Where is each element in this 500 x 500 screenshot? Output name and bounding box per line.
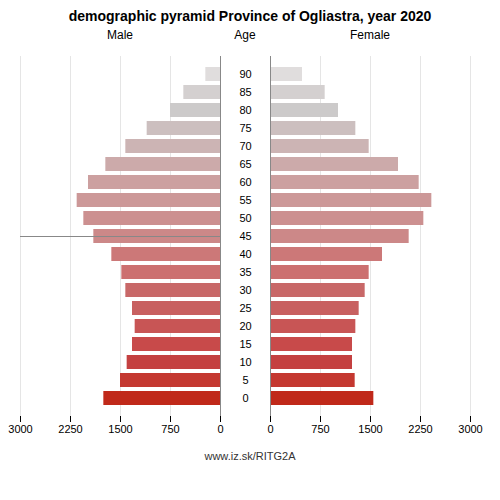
svg-text:40: 40 xyxy=(239,248,251,260)
svg-text:35: 35 xyxy=(239,266,251,278)
svg-text:90: 90 xyxy=(239,68,251,80)
svg-text:55: 55 xyxy=(239,194,251,206)
svg-text:2250: 2250 xyxy=(58,423,82,435)
html-text:Male: Male xyxy=(107,28,133,42)
svg-text:80: 80 xyxy=(239,104,251,116)
svg-text:25: 25 xyxy=(239,302,251,314)
svg-text:750: 750 xyxy=(311,423,329,435)
svg-text:85: 85 xyxy=(239,86,251,98)
html-text:Female: Female xyxy=(350,28,390,42)
svg-text:30: 30 xyxy=(239,284,251,296)
html-text:www.iz.sk/RITG2A: www.iz.sk/RITG2A xyxy=(204,450,296,462)
svg-text:60: 60 xyxy=(239,176,251,188)
svg-text:3000: 3000 xyxy=(8,423,32,435)
svg-text:1500: 1500 xyxy=(108,423,132,435)
svg-text:50: 50 xyxy=(239,212,251,224)
svg-text:65: 65 xyxy=(239,158,251,170)
svg-text:0: 0 xyxy=(267,423,273,435)
svg-text:750: 750 xyxy=(161,423,179,435)
svg-text:20: 20 xyxy=(239,320,251,332)
svg-text:70: 70 xyxy=(239,140,251,152)
svg-text:15: 15 xyxy=(239,338,251,350)
svg-text:1500: 1500 xyxy=(358,423,382,435)
svg-text:0: 0 xyxy=(242,392,248,404)
svg-text:10: 10 xyxy=(239,356,251,368)
svg-text:0: 0 xyxy=(217,423,223,435)
svg-text:3000: 3000 xyxy=(458,423,482,435)
html-text:Age: Age xyxy=(234,28,256,42)
svg-text:45: 45 xyxy=(239,230,251,242)
svg-text:75: 75 xyxy=(239,122,251,134)
svg-text:5: 5 xyxy=(242,374,248,386)
svg-text:2250: 2250 xyxy=(408,423,432,435)
html-text:demographic pyramid Province o: demographic pyramid Province of Ogliastr… xyxy=(68,8,432,24)
